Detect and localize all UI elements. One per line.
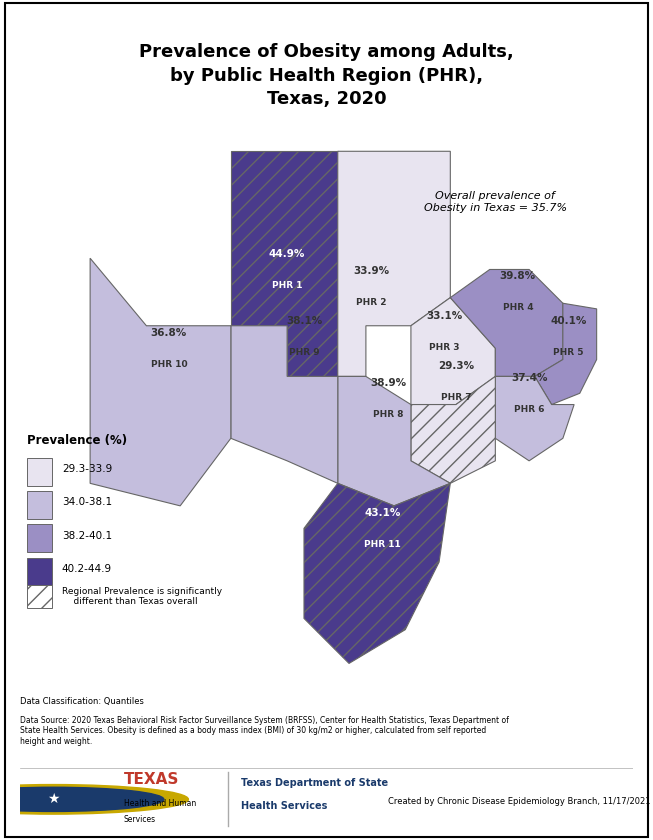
Polygon shape [231,151,338,376]
Text: PHR 7: PHR 7 [441,393,471,402]
Text: PHR 1: PHR 1 [272,281,302,290]
Text: PHR 3: PHR 3 [430,343,460,352]
Polygon shape [411,376,496,483]
Text: 39.8%: 39.8% [500,271,536,281]
Polygon shape [451,270,563,376]
Text: 34.0-38.1: 34.0-38.1 [62,497,112,507]
Text: 37.4%: 37.4% [511,372,547,382]
Text: 38.1%: 38.1% [286,316,322,326]
Polygon shape [338,151,451,376]
Polygon shape [90,258,231,506]
Polygon shape [535,303,597,405]
Text: PHR 5: PHR 5 [553,349,584,357]
Text: Prevalence (%): Prevalence (%) [27,434,127,447]
Text: 29.3-33.9: 29.3-33.9 [62,464,112,474]
Polygon shape [411,297,496,405]
Text: 40.2-44.9: 40.2-44.9 [62,564,112,574]
Text: PHR 10: PHR 10 [151,360,187,369]
Text: Data Source: 2020 Texas Behavioral Risk Factor Surveillance System (BRFSS), Cent: Data Source: 2020 Texas Behavioral Risk … [20,716,509,746]
Text: ★: ★ [47,792,59,806]
Text: PHR 8: PHR 8 [373,410,404,419]
Text: 33.9%: 33.9% [353,265,390,276]
Text: 38.2-40.1: 38.2-40.1 [62,531,112,541]
Text: 36.8%: 36.8% [151,328,187,338]
Text: PHR 2: PHR 2 [357,297,387,307]
Text: PHR 11: PHR 11 [364,539,401,549]
Text: Created by Chronic Disease Epidemiology Branch, 11/17/2021: Created by Chronic Disease Epidemiology … [388,797,650,806]
Bar [27,491,52,519]
Text: Health Services: Health Services [240,801,327,811]
Text: TEXAS: TEXAS [124,772,180,787]
Text: 40.1%: 40.1% [550,316,586,326]
Text: 38.9%: 38.9% [370,378,406,388]
Polygon shape [338,376,451,506]
Text: 33.1%: 33.1% [426,311,463,321]
Polygon shape [496,376,574,461]
Circle shape [0,785,188,814]
Text: Overall prevalence of
Obesity in Texas = 35.7%: Overall prevalence of Obesity in Texas =… [424,192,567,213]
Polygon shape [231,326,338,483]
Text: 43.1%: 43.1% [364,507,401,517]
Text: PHR 6: PHR 6 [514,405,545,413]
Bar [27,524,52,552]
Text: Prevalence of Obesity among Adults,
by Public Health Region (PHR),
Texas, 2020: Prevalence of Obesity among Adults, by P… [139,43,514,108]
Text: Health and Human: Health and Human [124,799,196,808]
Polygon shape [304,483,451,664]
Circle shape [0,787,164,811]
Bar [27,585,52,607]
Text: PHR 4: PHR 4 [503,303,533,312]
Bar [27,558,52,585]
Text: Regional Prevalence is significantly
    different than Texas overall: Regional Prevalence is significantly dif… [62,587,222,606]
Text: PHR 9: PHR 9 [289,349,319,357]
Text: 44.9%: 44.9% [269,249,306,259]
Text: Texas Department of State: Texas Department of State [240,778,388,788]
Bar [27,458,52,486]
Text: Data Classification: Quantiles: Data Classification: Quantiles [20,697,144,706]
Text: 29.3%: 29.3% [438,361,474,371]
Text: Services: Services [124,815,156,824]
